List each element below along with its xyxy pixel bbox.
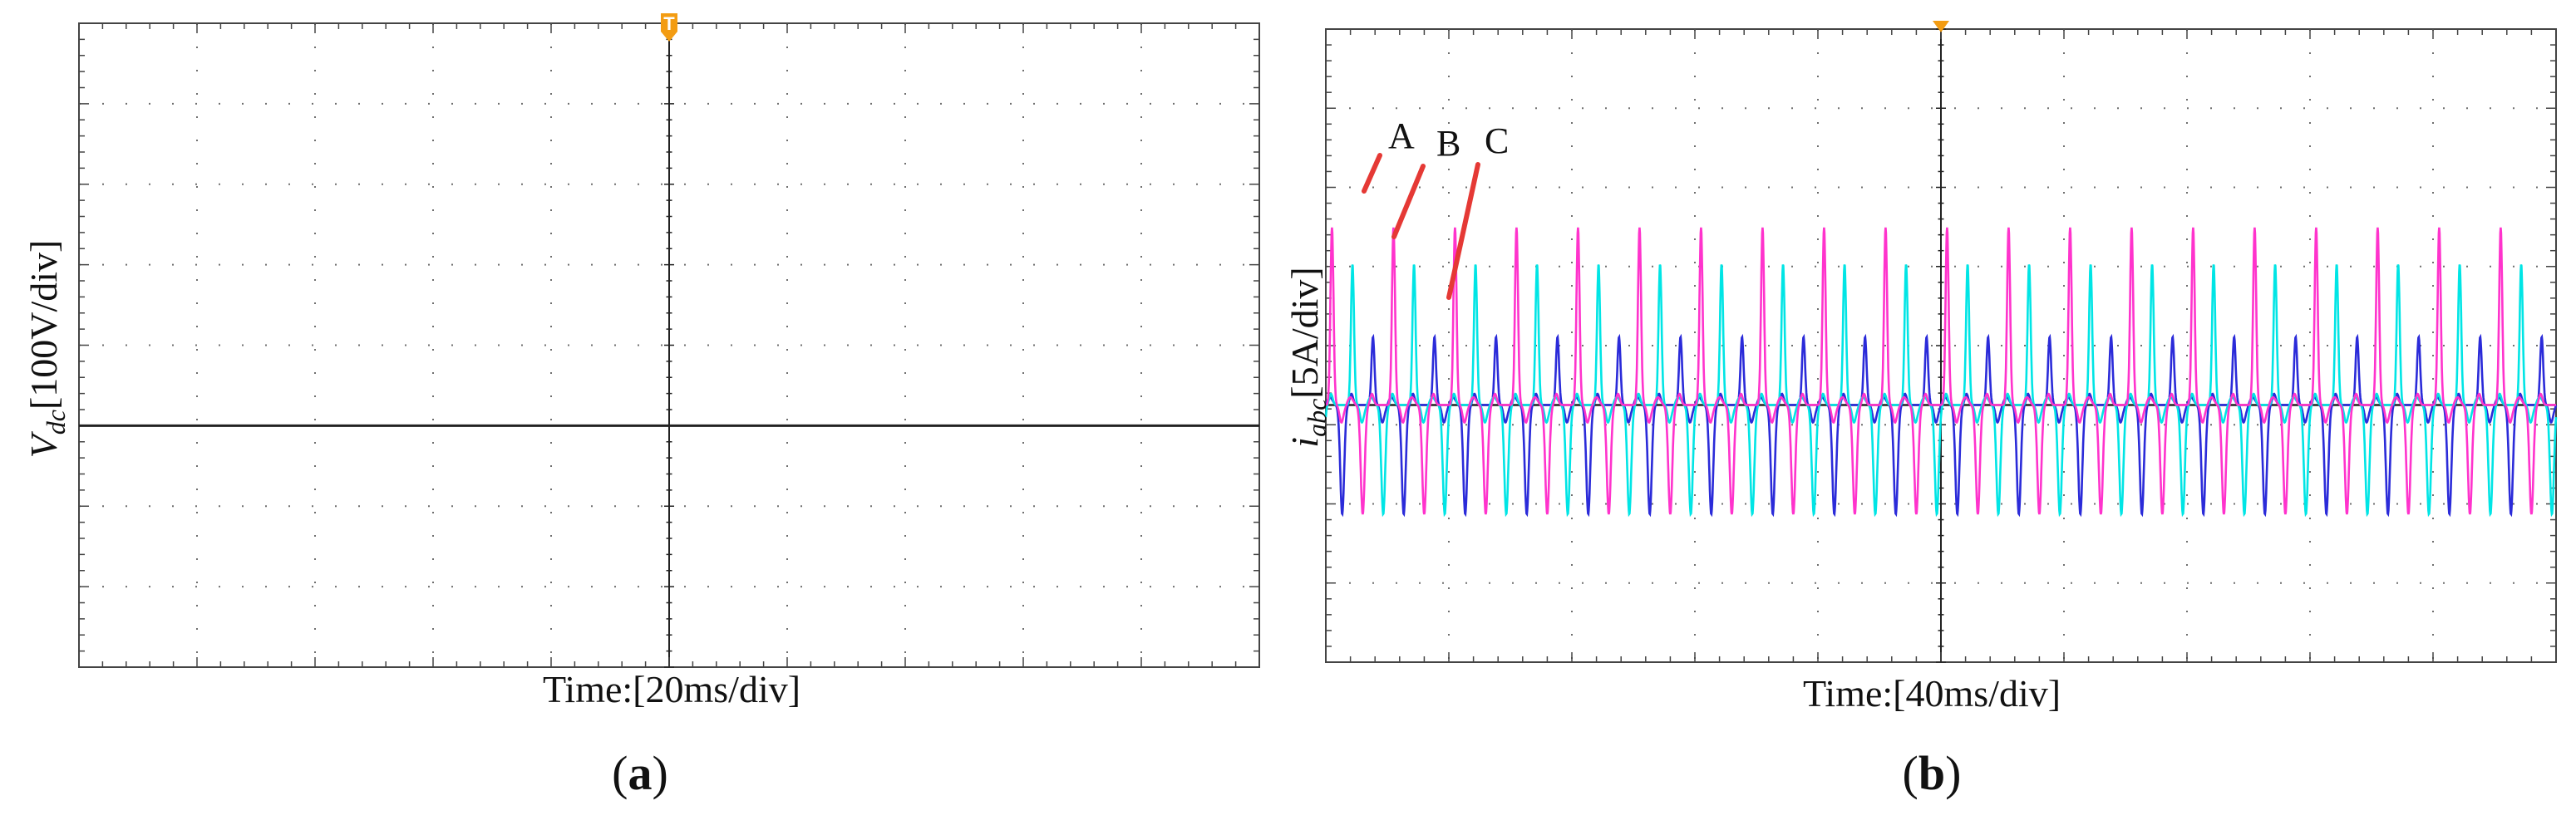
panel-b-traces — [1324, 227, 2558, 518]
panel-b-ylabel-unit: [5A/div] — [1283, 267, 1326, 398]
panel-b-trigger-marker — [1933, 21, 1949, 32]
panel-a-label-letter: a — [628, 746, 653, 800]
panel-b-xlabel: Time:[40ms/div] — [1803, 672, 2061, 715]
series-label-b: B — [1436, 123, 1460, 164]
panel-a-grid: T — [78, 13, 1260, 668]
panel-b-label-letter: b — [1918, 746, 1945, 800]
panel-a-ylabel-unit: [100V/div] — [22, 240, 65, 410]
trigger-marker-text: T — [663, 13, 675, 34]
panel-a-xlabel: Time:[20ms/div] — [543, 668, 800, 710]
series-pointer-c — [1446, 162, 1480, 300]
trigger-marker: T — [661, 13, 677, 42]
series-pointer-a — [1362, 153, 1382, 194]
panel-b-label: (b) — [1903, 746, 1962, 800]
panel-a: T 49V Time:[20ms/div] Vdc[100V/div] (a) — [22, 13, 1260, 800]
trigger-marker-shape — [661, 13, 677, 42]
series-pointer-b — [1391, 164, 1426, 239]
panel-a-ylabel-subscript: dc — [41, 410, 71, 435]
panel-b-series-a-line — [1325, 227, 2556, 515]
panel-b-ylabel: iabc[5A/div] — [1283, 267, 1332, 447]
panel-b-grid — [1325, 21, 2557, 663]
panel-a-label: (a) — [612, 746, 668, 800]
series-label-a: A — [1388, 115, 1415, 156]
panel-b-ylabel-symbol: i — [1283, 437, 1326, 448]
panel-a-ylabel: Vdc[100V/div] — [22, 240, 71, 459]
panel-a-ylabel-symbol: V — [22, 430, 65, 458]
panel-b-ylabel-subscript: abc — [1302, 399, 1332, 437]
series-label-c: C — [1485, 120, 1509, 161]
